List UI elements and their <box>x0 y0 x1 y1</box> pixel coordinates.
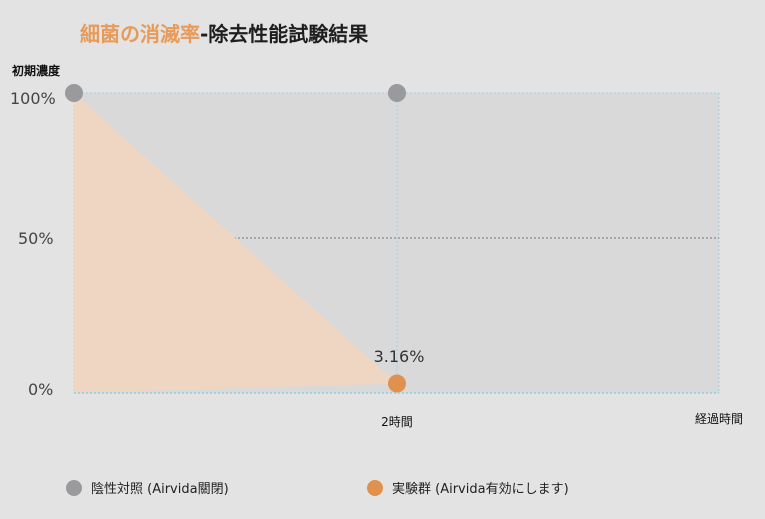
y-tick-100: 100% <box>10 89 56 108</box>
legend-item-control: 陰性対照 (Airvida關閉) <box>66 478 229 497</box>
experimental-area <box>74 93 397 393</box>
legend-item-experimental: 実験群 (Airvida有効にします) <box>367 478 569 497</box>
x-tick-2h: 2時間 <box>381 415 413 429</box>
legend-label-experimental: 実験群 (Airvida有効にします) <box>392 482 569 497</box>
data-label-3-16: 3.16% <box>374 347 425 366</box>
y-tick-50: 50% <box>18 229 54 248</box>
legend-label-control: 陰性対照 (Airvida關閉) <box>91 482 229 497</box>
x-axis-label: 経過時間 <box>695 412 743 426</box>
data-points <box>65 84 406 393</box>
y-axis-label: 初期濃度 <box>12 63 61 78</box>
point-control-1 <box>388 84 406 102</box>
legend-marker-experimental <box>367 479 383 496</box>
point-experimental-1 <box>388 374 406 393</box>
point-control-0 <box>65 84 83 102</box>
chart-title-main: 細菌の消滅率 <box>80 22 200 46</box>
legend-marker-control <box>66 479 82 496</box>
chart-title-sub: -除去性能試験結果 <box>200 22 369 46</box>
chart-title: 細菌の消滅率-除去性能試験結果 <box>80 18 368 47</box>
y-tick-0: 0% <box>28 380 53 399</box>
